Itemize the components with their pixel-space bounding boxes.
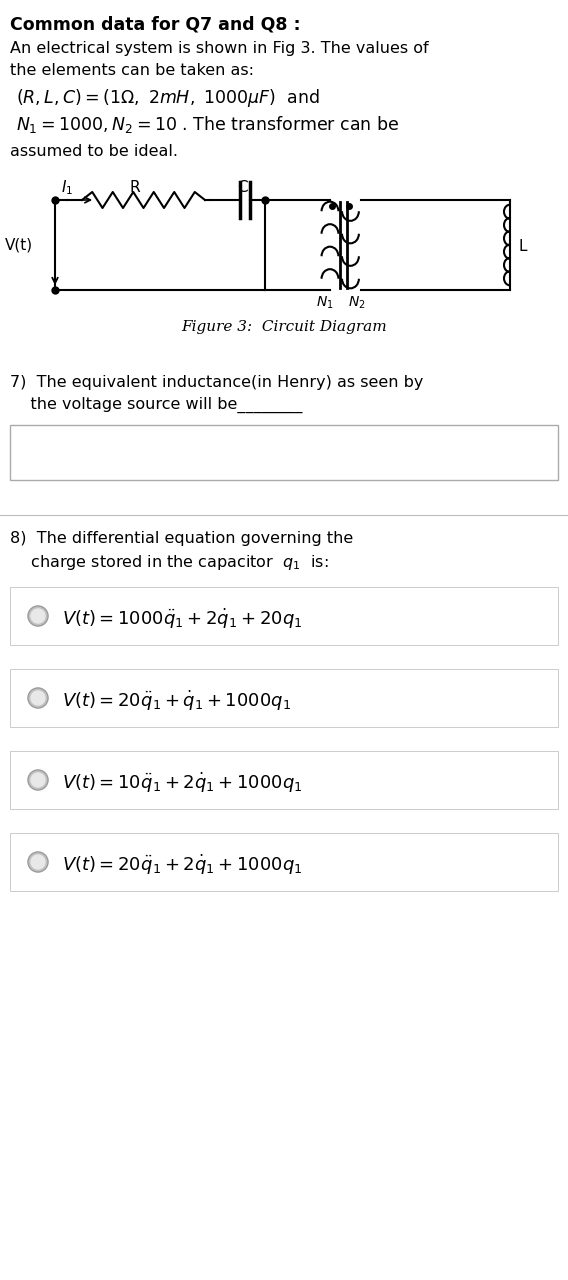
Text: charge stored in the capacitor  $q_1$  is:: charge stored in the capacitor $q_1$ is: [10, 553, 329, 572]
Circle shape [31, 691, 45, 705]
Circle shape [31, 609, 45, 623]
Text: $V(t) = 10\ddot{q}_1 + 2\dot{q}_1 + 1000q_1$: $V(t) = 10\ddot{q}_1 + 2\dot{q}_1 + 1000… [62, 771, 302, 795]
Text: assumed to be ideal.: assumed to be ideal. [10, 143, 178, 159]
Text: the voltage source will be________: the voltage source will be________ [10, 397, 302, 413]
Text: $N_1 = 1000, N_2 = 10$ . The transformer can be: $N_1 = 1000, N_2 = 10$ . The transformer… [16, 114, 399, 134]
Text: R: R [129, 180, 140, 195]
Text: $V(t) = 20\ddot{q}_1 + 2\dot{q}_1 + 1000q_1$: $V(t) = 20\ddot{q}_1 + 2\dot{q}_1 + 1000… [62, 852, 302, 877]
Text: 8)  The differential equation governing the: 8) The differential equation governing t… [10, 531, 353, 547]
Circle shape [31, 855, 45, 869]
Text: $N_2$: $N_2$ [348, 294, 366, 311]
Text: $V(t) = 20\ddot{q}_1 + \dot{q}_1 + 1000q_1$: $V(t) = 20\ddot{q}_1 + \dot{q}_1 + 1000q… [62, 689, 291, 713]
Text: $V(t) = 1000\ddot{q}_1 + 2\dot{q}_1 + 20q_1$: $V(t) = 1000\ddot{q}_1 + 2\dot{q}_1 + 20… [62, 607, 302, 631]
Text: $(R, L, C) = (1\Omega,\ 2mH,\ 1000\mu F)$  and: $(R, L, C) = (1\Omega,\ 2mH,\ 1000\mu F)… [16, 87, 320, 109]
Text: Figure 3:  Circuit Diagram: Figure 3: Circuit Diagram [181, 320, 387, 334]
Text: $I_1$: $I_1$ [61, 178, 73, 197]
Bar [10, 425, 558, 480]
Text: An electrical system is shown in Fig 3. The values of: An electrical system is shown in Fig 3. … [10, 41, 429, 56]
Text: V(t): V(t) [5, 237, 33, 252]
Text: C: C [237, 180, 247, 195]
Circle shape [31, 773, 45, 787]
Text: 7)  The equivalent inductance(in Henry) as seen by: 7) The equivalent inductance(in Henry) a… [10, 375, 423, 390]
Text: Common data for Q7 and Q8 :: Common data for Q7 and Q8 : [10, 15, 300, 35]
Text: the elements can be taken as:: the elements can be taken as: [10, 63, 254, 78]
Circle shape [28, 689, 48, 708]
Bar [10, 833, 558, 891]
Bar [10, 588, 558, 645]
Bar [10, 669, 558, 727]
Circle shape [28, 605, 48, 626]
Bar [10, 751, 558, 809]
Circle shape [28, 771, 48, 790]
Circle shape [28, 852, 48, 872]
Text: L: L [518, 239, 527, 253]
Text: $N_1$: $N_1$ [316, 294, 333, 311]
